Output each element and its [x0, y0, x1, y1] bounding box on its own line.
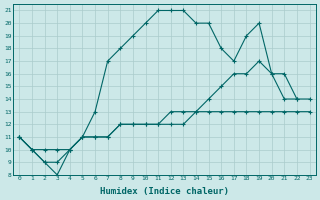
X-axis label: Humidex (Indice chaleur): Humidex (Indice chaleur) — [100, 187, 229, 196]
